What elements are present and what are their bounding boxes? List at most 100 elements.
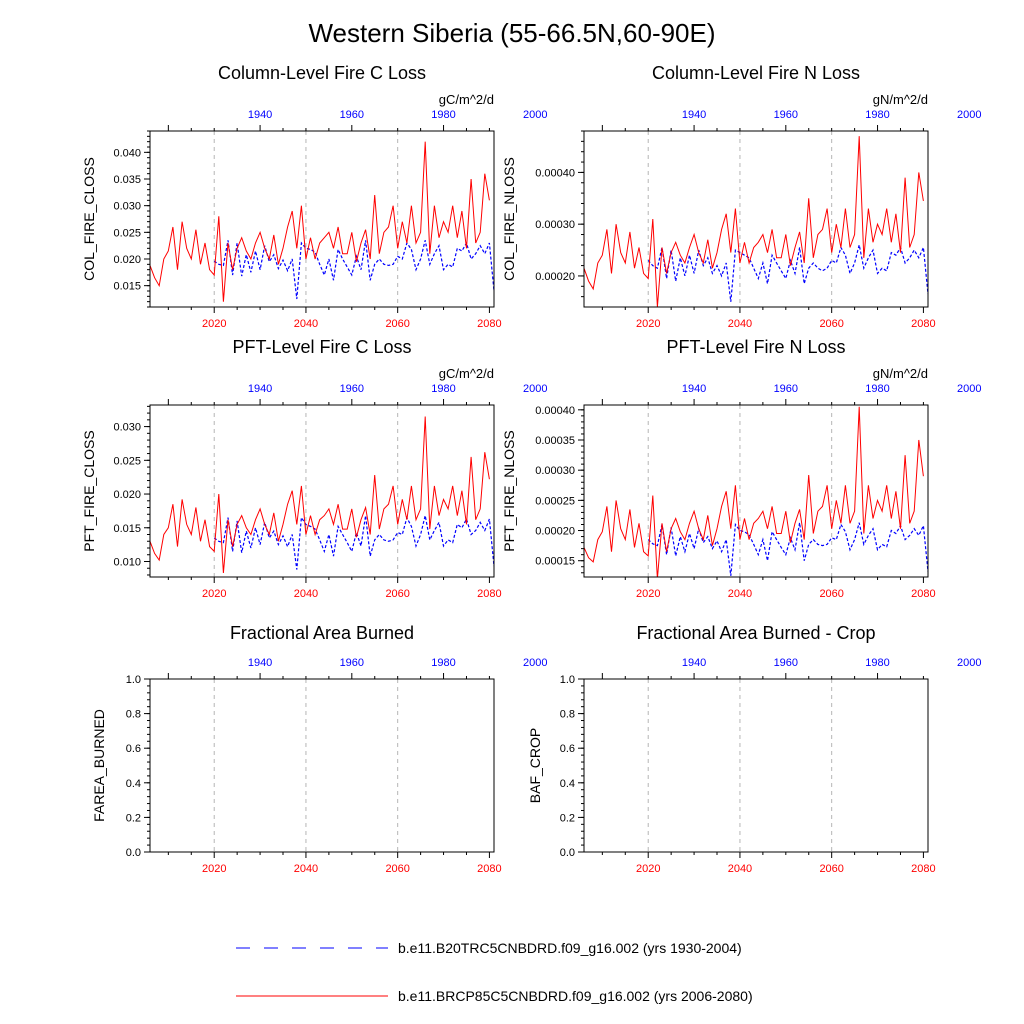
top-tick-label: 1980 — [865, 657, 889, 669]
top-tick-label: 1960 — [774, 383, 798, 395]
top-tick-label: 2000 — [957, 109, 981, 121]
y-tick-label: 0.6 — [126, 743, 141, 755]
units-label: gN/m^2/d — [873, 92, 928, 107]
top-tick-label: 1960 — [774, 657, 798, 669]
panel-title: Fractional Area Burned — [230, 623, 414, 643]
legend-label-future: b.e11.BRCP85C5CNBDRD.f09_g16.002 (yrs 20… — [398, 988, 753, 1004]
top-tick-label: 1980 — [865, 109, 889, 121]
future-series-line — [584, 406, 924, 577]
y-tick-label: 0.8 — [560, 709, 575, 721]
panel-2: Column-Level Fire N Loss gN/m^2/d 1940 1960… — [501, 63, 982, 330]
top-tick-label: 2000 — [957, 383, 981, 395]
top-tick-label: 1960 — [340, 657, 364, 669]
panel-title: PFT-Level Fire C Loss — [232, 337, 411, 357]
panel-title: Column-Level Fire C Loss — [218, 63, 426, 83]
top-tick-label: 2000 — [523, 383, 547, 395]
bottom-tick-label: 2020 — [202, 588, 226, 600]
y-axis-label: PFT_FIRE_NLOSS — [501, 430, 517, 551]
panel-title: Fractional Area Burned - Crop — [636, 623, 875, 643]
y-tick-label: 0.015 — [113, 281, 141, 293]
y-tick-label: 0.030 — [113, 422, 141, 434]
y-tick-label: 0.010 — [113, 556, 141, 568]
top-tick-label: 1940 — [682, 109, 706, 121]
main-title: Western Siberia (55-66.5N,60-90E) — [308, 18, 715, 48]
bottom-tick-label: 2040 — [294, 588, 318, 600]
y-axis-label: BAF_CROP — [527, 728, 543, 803]
y-tick-label: 0.020 — [113, 254, 141, 266]
top-tick-label: 1980 — [865, 383, 889, 395]
bottom-tick-label: 2040 — [294, 863, 318, 875]
y-tick-label: 0.2 — [126, 812, 141, 824]
y-tick-label: 0.2 — [560, 812, 575, 824]
y-tick-label: 0.00020 — [535, 271, 575, 283]
plot-frame — [583, 404, 929, 578]
panel-3: PFT-Level Fire C Loss gC/m^2/d 1940 1960 198… — [81, 337, 548, 600]
bottom-tick-label: 2060 — [385, 863, 409, 875]
plot-frame — [149, 404, 495, 578]
plot-frame — [583, 130, 929, 308]
plot-frame — [583, 678, 929, 853]
y-tick-label: 0.00035 — [535, 435, 575, 447]
bottom-tick-label: 2080 — [477, 588, 501, 600]
units-label: gN/m^2/d — [873, 366, 928, 381]
top-tick-label: 1940 — [248, 383, 272, 395]
future-series-line — [150, 416, 490, 574]
historical-series-line — [213, 240, 494, 300]
top-tick-label: 1960 — [340, 109, 364, 121]
top-tick-label: 1940 — [248, 109, 272, 121]
panel-5: Fractional Area Burned 1940 1960 1980 2000 20… — [91, 623, 548, 875]
bottom-tick-label: 2060 — [385, 318, 409, 330]
y-tick-label: 0.025 — [113, 227, 141, 239]
y-tick-label: 1.0 — [560, 674, 575, 686]
top-tick-label: 1940 — [682, 383, 706, 395]
bottom-tick-label: 2020 — [202, 318, 226, 330]
top-tick-label: 2000 — [523, 657, 547, 669]
y-tick-label: 0.020 — [113, 489, 141, 501]
y-tick-label: 0.015 — [113, 523, 141, 535]
historical-series-line — [647, 244, 928, 302]
units-label: gC/m^2/d — [439, 92, 494, 107]
units-label: gC/m^2/d — [439, 366, 494, 381]
y-tick-label: 0.025 — [113, 455, 141, 467]
panel-4: PFT-Level Fire N Loss gN/m^2/d 1940 1960 198… — [501, 337, 982, 600]
y-tick-label: 0.030 — [113, 201, 141, 213]
top-tick-label: 1980 — [431, 109, 455, 121]
y-axis-label: FAREA_BURNED — [91, 709, 107, 822]
y-tick-label: 0.8 — [126, 709, 141, 721]
y-tick-label: 0.00040 — [535, 167, 575, 179]
legend: b.e11.B20TRC5CNBDRD.f09_g16.002 (yrs 193… — [236, 940, 753, 1004]
top-tick-label: 1960 — [774, 109, 798, 121]
y-tick-label: 1.0 — [126, 674, 141, 686]
bottom-tick-label: 2080 — [911, 863, 935, 875]
bottom-tick-label: 2060 — [819, 863, 843, 875]
top-tick-label: 1980 — [431, 657, 455, 669]
top-tick-label: 2000 — [957, 657, 981, 669]
top-tick-label: 1940 — [248, 657, 272, 669]
bottom-tick-label: 2020 — [636, 318, 660, 330]
bottom-tick-label: 2020 — [636, 588, 660, 600]
y-tick-label: 0.00040 — [535, 405, 575, 417]
panel-title: Column-Level Fire N Loss — [652, 63, 860, 83]
y-axis-label: COL_FIRE_NLOSS — [501, 157, 517, 281]
panel-6: Fractional Area Burned - Crop 1940 1960 198… — [527, 623, 982, 875]
bottom-tick-label: 2080 — [911, 588, 935, 600]
y-tick-label: 0.00015 — [535, 556, 575, 568]
future-series-line — [150, 141, 490, 302]
bottom-tick-label: 2080 — [477, 863, 501, 875]
top-tick-label: 2000 — [523, 109, 547, 121]
bottom-tick-label: 2080 — [911, 318, 935, 330]
panels: Column-Level Fire C Loss gC/m^2/d 1940 1960… — [81, 63, 982, 875]
y-tick-label: 0.0 — [126, 847, 141, 859]
plot-frame — [149, 678, 495, 853]
bottom-tick-label: 2040 — [728, 588, 752, 600]
plot-frame — [149, 130, 495, 308]
y-tick-label: 0.035 — [113, 174, 141, 186]
y-tick-label: 0.4 — [126, 778, 141, 790]
y-axis-label: COL_FIRE_CLOSS — [81, 157, 97, 281]
y-tick-label: 0.00030 — [535, 465, 575, 477]
y-tick-label: 0.4 — [560, 778, 575, 790]
bottom-tick-label: 2040 — [728, 863, 752, 875]
bottom-tick-label: 2060 — [385, 588, 409, 600]
legend-label-historical: b.e11.B20TRC5CNBDRD.f09_g16.002 (yrs 193… — [398, 940, 742, 956]
